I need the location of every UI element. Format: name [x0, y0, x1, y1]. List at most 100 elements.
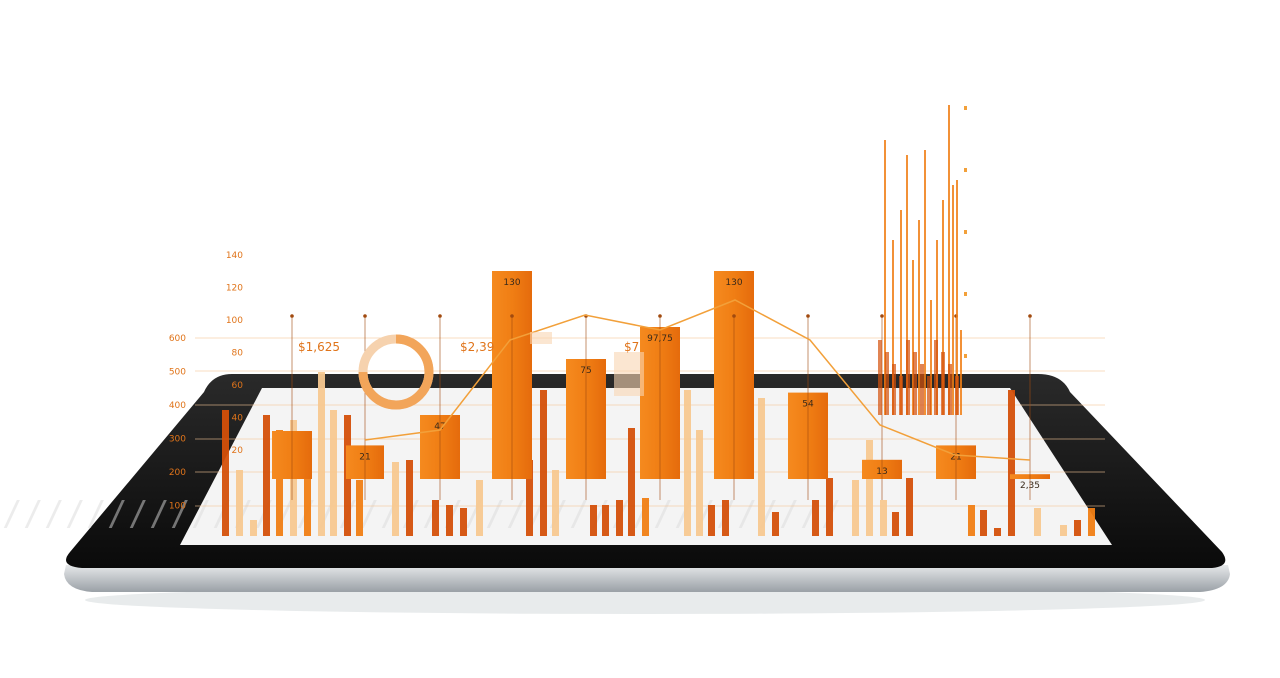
spike-axis-tick	[964, 354, 967, 358]
screen-strip	[45, 500, 62, 528]
overlay-panel	[614, 352, 644, 396]
bar-guide-cap	[363, 314, 367, 318]
screen-strip	[192, 500, 209, 528]
spike-bar	[948, 105, 950, 415]
bar-guide-cap	[290, 314, 294, 318]
inner-axis-tick-label: 140	[226, 251, 243, 261]
screen-strip	[738, 500, 755, 528]
spike-base-bar	[899, 376, 903, 415]
spike-base-bar	[948, 364, 952, 415]
thin-bar-series	[222, 372, 1095, 536]
thin-bar	[304, 440, 311, 536]
bar-guide-cap	[438, 314, 442, 318]
outer-axis-tick-label: 500	[169, 368, 186, 378]
bar-value-label: 47	[434, 422, 445, 432]
spike-axis-tick	[964, 168, 967, 172]
inner-axis-tick-label: 40	[232, 414, 244, 424]
spike-axis-tick	[964, 292, 967, 296]
thin-bar	[684, 390, 691, 536]
bar-value-label: 13	[876, 467, 887, 477]
thin-bar	[602, 505, 609, 536]
bar-value-label: 130	[503, 278, 520, 288]
thin-bar	[318, 372, 325, 536]
currency-label: $1,625	[298, 340, 340, 354]
bar-guide-cap	[1028, 314, 1032, 318]
thin-bar	[526, 460, 533, 536]
thin-bar	[708, 505, 715, 536]
bar-value-label: 54	[802, 400, 814, 410]
thin-bar	[772, 512, 779, 536]
thin-bar	[406, 460, 413, 536]
spike-bar	[952, 185, 954, 415]
spike-base-bar	[941, 352, 945, 415]
spike-base-bar	[906, 340, 910, 415]
spike-bar	[936, 240, 938, 415]
spike-bar	[892, 240, 894, 415]
screen-strip	[654, 500, 671, 528]
spike-bar	[906, 155, 908, 415]
bar-value-label: 21	[359, 452, 370, 462]
bar-value-label: 21	[950, 452, 961, 462]
thin-bar	[446, 505, 453, 536]
spike-bar	[918, 220, 920, 415]
inner-axis-tick-label: 100	[226, 316, 243, 326]
inner-axis-tick-label: 60	[232, 381, 244, 391]
spike-bar	[960, 330, 962, 415]
spike-cluster	[878, 105, 962, 415]
thin-bar	[994, 528, 1001, 536]
screen-strip	[150, 500, 167, 528]
spike-axis-ticks	[964, 106, 967, 358]
spike-bar	[912, 260, 914, 415]
currency-label: $2,39	[460, 340, 494, 354]
screen-strip	[24, 500, 41, 528]
spike-base-bar	[913, 352, 917, 415]
screen-strip	[780, 500, 797, 528]
thin-bar	[880, 500, 887, 536]
thin-bar	[642, 498, 649, 536]
screen-strip	[360, 500, 377, 528]
spike-base-bar	[927, 376, 931, 415]
thin-bar	[222, 410, 229, 536]
thin-bar	[1034, 508, 1041, 536]
thin-bar	[980, 510, 987, 536]
thin-bar	[540, 390, 547, 536]
screen-strip	[66, 500, 83, 528]
thin-bar	[826, 478, 833, 536]
spike-base-bar	[920, 364, 924, 415]
thin-bar	[852, 480, 859, 536]
thin-bar	[616, 500, 623, 536]
outer-axis-tick-label: 300	[169, 435, 186, 445]
thin-bar	[968, 505, 975, 536]
thin-bar	[330, 410, 337, 536]
bar-guide-cap	[658, 314, 662, 318]
spike-axis-tick	[964, 230, 967, 234]
spike-bar	[942, 200, 944, 415]
thin-bar	[722, 500, 729, 536]
inner-axis-labels: 140 120 100 80 60 40 20	[226, 251, 243, 456]
spike-axis-tick	[964, 106, 967, 110]
tablet-shadow	[85, 586, 1205, 614]
spike-bar	[884, 140, 886, 415]
overlay-panel	[530, 332, 552, 344]
thin-bar	[866, 440, 873, 536]
thin-bar	[758, 398, 765, 536]
bar-value-label: 2,35	[1020, 481, 1040, 491]
spike-bar	[924, 150, 926, 415]
thin-bar	[812, 500, 819, 536]
thin-bar	[696, 430, 703, 536]
thin-bar	[892, 512, 899, 536]
thin-bar	[392, 462, 399, 536]
spike-bar	[930, 300, 932, 415]
thin-bar	[276, 430, 283, 536]
spike-base-bar	[892, 364, 896, 415]
bar-value-label: 130	[725, 278, 742, 288]
outer-axis-labels: 600 500 400 300 200 100	[169, 334, 186, 512]
thin-bar	[1088, 508, 1095, 536]
thin-bar	[236, 470, 243, 536]
bar-value-label: 97,75	[647, 334, 673, 344]
screen-strip	[171, 500, 188, 528]
screen-strip	[570, 500, 587, 528]
spike-base-bar	[878, 340, 882, 415]
currency-label: $7	[624, 340, 639, 354]
